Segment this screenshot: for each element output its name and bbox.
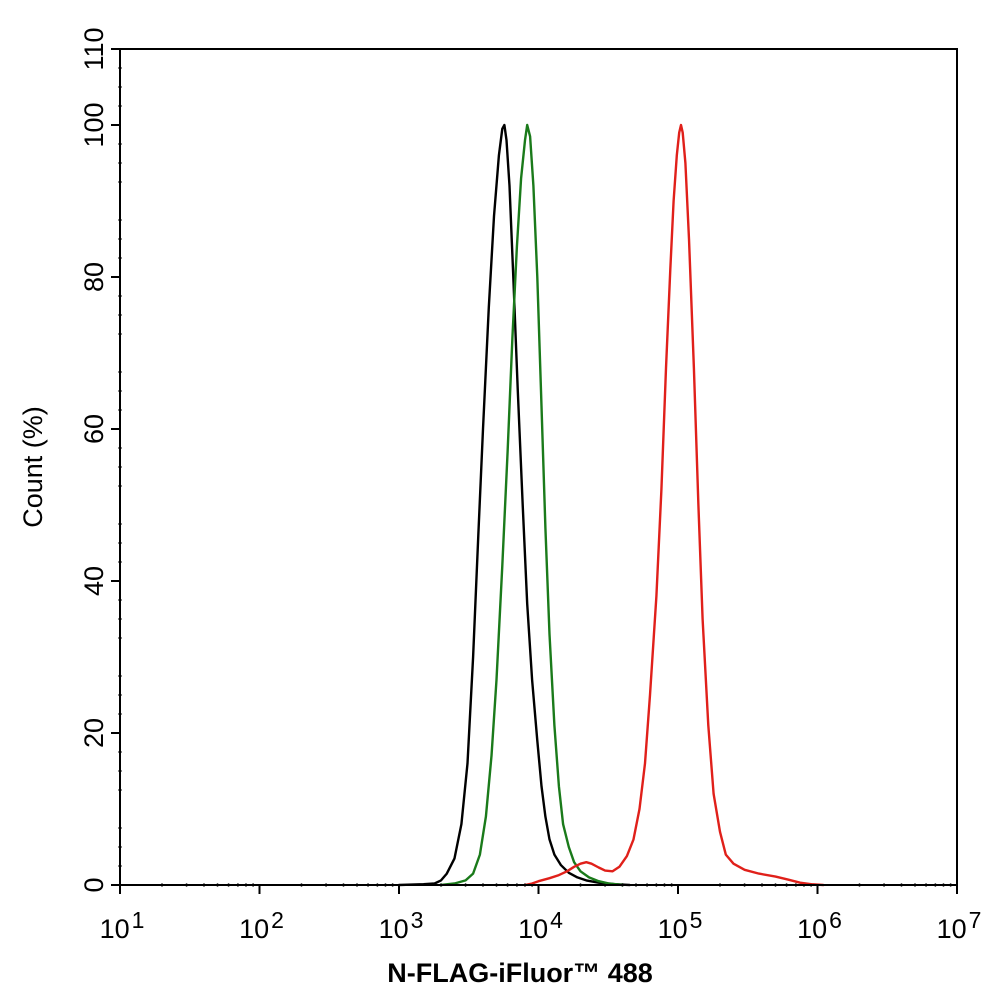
x-tick-label: 106: [797, 907, 842, 944]
y-tick-label: 20: [79, 718, 109, 748]
y-axis-label: Count (%): [18, 406, 48, 528]
y-tick-label: 110: [79, 27, 109, 70]
x-tick-label: 105: [658, 907, 703, 944]
x-tick-label: 101: [100, 907, 145, 944]
y-tick-label: 40: [79, 566, 109, 596]
x-tick-label: 102: [239, 907, 284, 944]
y-tick-label: 100: [79, 102, 109, 147]
series-line-2: [439, 123, 624, 887]
y-tick-labels: 0 20 40 60 80 100 110: [79, 27, 109, 892]
series-line-3: [523, 123, 825, 887]
series-line-1: [397, 123, 631, 887]
y-tick-label: 60: [79, 414, 109, 444]
x-tick-label: 103: [379, 907, 424, 944]
x-tick-label: 107: [937, 907, 982, 944]
plot-frame: [119, 48, 958, 886]
y-tick-label: 0: [79, 877, 109, 892]
x-tick-label: 104: [518, 907, 563, 944]
x-tick-labels: 101 102 103 104 105 106 107: [100, 907, 982, 944]
y-tick-label: 80: [79, 262, 109, 292]
x-axis-label: N-FLAG-iFluor™ 488: [387, 958, 653, 988]
major-ticks: [111, 48, 958, 894]
series-layer: [397, 123, 825, 887]
